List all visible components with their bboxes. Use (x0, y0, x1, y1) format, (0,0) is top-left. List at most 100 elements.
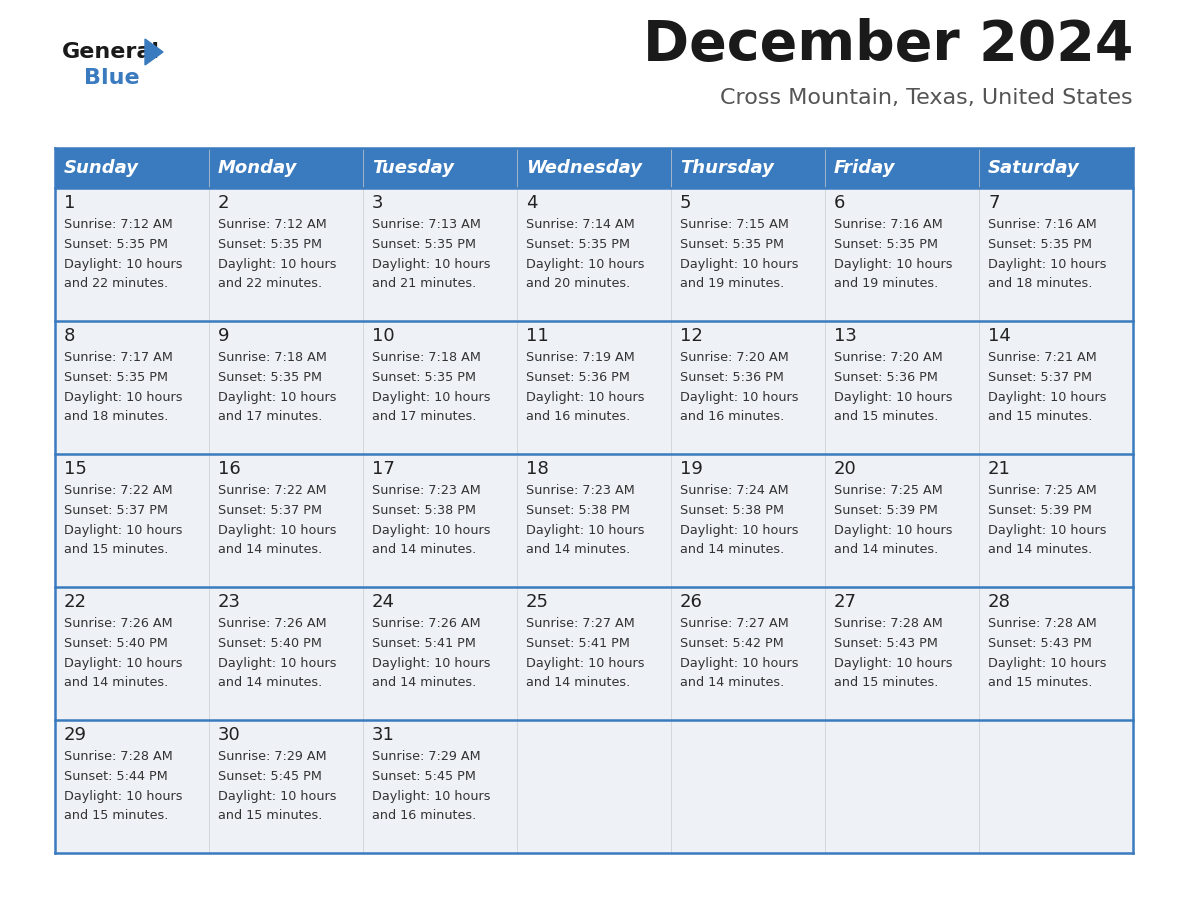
Text: 20: 20 (834, 460, 857, 478)
Text: Saturday: Saturday (988, 159, 1080, 177)
Text: Sunset: 5:38 PM: Sunset: 5:38 PM (680, 504, 784, 517)
Text: 23: 23 (219, 593, 241, 611)
Text: Sunrise: 7:21 AM: Sunrise: 7:21 AM (988, 351, 1097, 364)
Text: 28: 28 (988, 593, 1011, 611)
Text: Sunrise: 7:20 AM: Sunrise: 7:20 AM (680, 351, 789, 364)
Text: General: General (62, 42, 160, 62)
Text: 29: 29 (64, 726, 87, 744)
Bar (55, 720, 209, 853)
Text: 15: 15 (64, 460, 87, 478)
Text: Sunrise: 7:27 AM: Sunrise: 7:27 AM (680, 617, 789, 630)
Bar (517, 188, 671, 321)
Text: Sunrise: 7:23 AM: Sunrise: 7:23 AM (372, 484, 481, 497)
Text: Sunset: 5:43 PM: Sunset: 5:43 PM (834, 637, 937, 650)
Text: Sunday: Sunday (64, 159, 139, 177)
Text: Daylight: 10 hours: Daylight: 10 hours (680, 657, 798, 670)
Text: Sunset: 5:40 PM: Sunset: 5:40 PM (219, 637, 322, 650)
Bar (364, 454, 517, 587)
Text: Daylight: 10 hours: Daylight: 10 hours (988, 391, 1106, 404)
Text: Sunset: 5:41 PM: Sunset: 5:41 PM (526, 637, 630, 650)
Text: Daylight: 10 hours: Daylight: 10 hours (526, 657, 645, 670)
Text: 16: 16 (219, 460, 241, 478)
Text: 26: 26 (680, 593, 703, 611)
Text: Sunset: 5:35 PM: Sunset: 5:35 PM (219, 238, 322, 251)
Bar (517, 587, 671, 720)
Bar (671, 720, 824, 853)
Bar (55, 587, 209, 720)
Text: 25: 25 (526, 593, 549, 611)
Text: Sunset: 5:45 PM: Sunset: 5:45 PM (372, 770, 476, 783)
Text: 30: 30 (219, 726, 241, 744)
Bar (209, 148, 364, 188)
Text: and 17 minutes.: and 17 minutes. (219, 410, 322, 423)
Text: 5: 5 (680, 194, 691, 212)
Text: Daylight: 10 hours: Daylight: 10 hours (219, 790, 336, 803)
Text: and 14 minutes.: and 14 minutes. (372, 543, 476, 556)
Text: Daylight: 10 hours: Daylight: 10 hours (372, 524, 491, 537)
Text: Sunrise: 7:14 AM: Sunrise: 7:14 AM (526, 218, 634, 231)
Text: December 2024: December 2024 (643, 18, 1133, 72)
Text: Sunset: 5:35 PM: Sunset: 5:35 PM (372, 238, 476, 251)
Bar (517, 454, 671, 587)
Text: 21: 21 (988, 460, 1011, 478)
Text: 4: 4 (526, 194, 537, 212)
Text: Sunrise: 7:28 AM: Sunrise: 7:28 AM (834, 617, 943, 630)
Text: Monday: Monday (219, 159, 297, 177)
Text: and 15 minutes.: and 15 minutes. (219, 809, 322, 822)
Text: 8: 8 (64, 327, 75, 345)
Text: 3: 3 (372, 194, 384, 212)
Text: Sunset: 5:38 PM: Sunset: 5:38 PM (372, 504, 476, 517)
Text: and 15 minutes.: and 15 minutes. (988, 410, 1093, 423)
Text: Sunset: 5:35 PM: Sunset: 5:35 PM (372, 371, 476, 384)
Bar (364, 720, 517, 853)
Bar (979, 188, 1133, 321)
Text: Daylight: 10 hours: Daylight: 10 hours (988, 524, 1106, 537)
Text: Sunset: 5:36 PM: Sunset: 5:36 PM (680, 371, 784, 384)
Text: Sunrise: 7:20 AM: Sunrise: 7:20 AM (834, 351, 943, 364)
Text: Daylight: 10 hours: Daylight: 10 hours (526, 391, 645, 404)
Text: Sunset: 5:35 PM: Sunset: 5:35 PM (64, 238, 168, 251)
Text: Sunset: 5:37 PM: Sunset: 5:37 PM (988, 371, 1092, 384)
Text: and 14 minutes.: and 14 minutes. (372, 676, 476, 689)
Text: and 19 minutes.: and 19 minutes. (680, 277, 784, 290)
Bar (209, 587, 364, 720)
Text: Tuesday: Tuesday (372, 159, 454, 177)
Text: Sunrise: 7:16 AM: Sunrise: 7:16 AM (988, 218, 1097, 231)
Text: and 15 minutes.: and 15 minutes. (64, 543, 169, 556)
Text: Sunrise: 7:26 AM: Sunrise: 7:26 AM (372, 617, 481, 630)
Text: Sunrise: 7:22 AM: Sunrise: 7:22 AM (219, 484, 327, 497)
Text: Sunset: 5:40 PM: Sunset: 5:40 PM (64, 637, 168, 650)
Text: and 22 minutes.: and 22 minutes. (219, 277, 322, 290)
Bar (671, 321, 824, 454)
Text: Sunset: 5:37 PM: Sunset: 5:37 PM (64, 504, 168, 517)
Bar (517, 148, 671, 188)
Bar (824, 188, 979, 321)
Text: Sunrise: 7:26 AM: Sunrise: 7:26 AM (64, 617, 172, 630)
Text: and 14 minutes.: and 14 minutes. (834, 543, 939, 556)
Text: and 15 minutes.: and 15 minutes. (834, 410, 939, 423)
Bar (824, 587, 979, 720)
Text: 11: 11 (526, 327, 549, 345)
Bar (517, 720, 671, 853)
Text: Daylight: 10 hours: Daylight: 10 hours (219, 258, 336, 271)
Text: Sunset: 5:45 PM: Sunset: 5:45 PM (219, 770, 322, 783)
Text: Thursday: Thursday (680, 159, 773, 177)
Text: Sunrise: 7:17 AM: Sunrise: 7:17 AM (64, 351, 173, 364)
Text: Sunset: 5:35 PM: Sunset: 5:35 PM (219, 371, 322, 384)
Text: Sunrise: 7:25 AM: Sunrise: 7:25 AM (988, 484, 1097, 497)
Text: Sunset: 5:37 PM: Sunset: 5:37 PM (219, 504, 322, 517)
Text: Daylight: 10 hours: Daylight: 10 hours (219, 391, 336, 404)
Text: and 14 minutes.: and 14 minutes. (526, 543, 631, 556)
Text: Daylight: 10 hours: Daylight: 10 hours (372, 657, 491, 670)
Text: and 15 minutes.: and 15 minutes. (988, 676, 1093, 689)
Bar (979, 321, 1133, 454)
Bar (671, 587, 824, 720)
Text: 31: 31 (372, 726, 394, 744)
Bar (364, 321, 517, 454)
Text: 10: 10 (372, 327, 394, 345)
Text: Daylight: 10 hours: Daylight: 10 hours (834, 657, 953, 670)
Text: 17: 17 (372, 460, 394, 478)
Text: Sunrise: 7:13 AM: Sunrise: 7:13 AM (372, 218, 481, 231)
Text: 18: 18 (526, 460, 549, 478)
Text: and 14 minutes.: and 14 minutes. (64, 676, 169, 689)
